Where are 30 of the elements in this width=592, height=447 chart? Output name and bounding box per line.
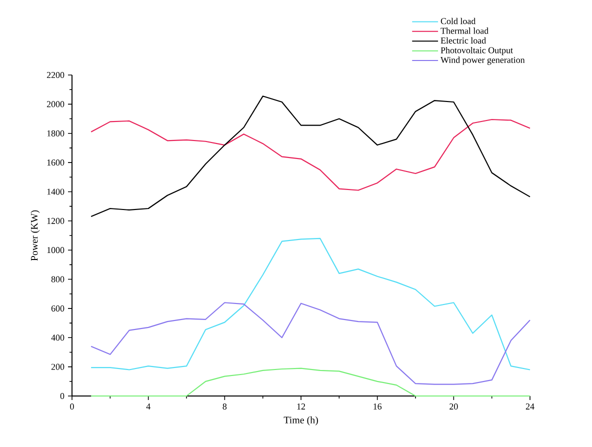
y-tick-label: 1800 bbox=[47, 130, 64, 136]
x-tick-label: 8 bbox=[222, 404, 227, 410]
legend-label: Cold load bbox=[440, 18, 476, 24]
y-tick-label: 200 bbox=[51, 364, 64, 370]
y-tick-label: 600 bbox=[51, 305, 64, 312]
x-tick-label: 24 bbox=[526, 404, 534, 410]
y-tick-label: 2000 bbox=[46, 101, 64, 108]
y-tick-label: 800 bbox=[51, 276, 64, 282]
x-tick-label: 12 bbox=[297, 404, 305, 410]
y-tick-label: 0 bbox=[60, 392, 64, 400]
y-tick-label: 1000 bbox=[47, 247, 64, 254]
x-axis-title: Time (h) bbox=[284, 416, 318, 426]
line-series bbox=[90, 96, 531, 218]
line-series bbox=[90, 118, 531, 191]
x-tick-label: 4 bbox=[146, 404, 150, 410]
y-tick-label: 2200 bbox=[46, 72, 64, 78]
y-tick-label: 1200 bbox=[47, 218, 64, 224]
legend-label: Thermal load bbox=[440, 28, 488, 34]
y-tick-label: 400 bbox=[51, 334, 64, 341]
line-series bbox=[90, 302, 531, 385]
legend-label: Wind power generation bbox=[440, 56, 525, 65]
y-tick-label: 1600 bbox=[47, 160, 64, 166]
y-tick-label: 1400 bbox=[47, 188, 64, 195]
x-tick-label: 20 bbox=[450, 404, 458, 410]
x-tick-label: 16 bbox=[374, 404, 382, 410]
legend-label: Photovoltaic Output bbox=[440, 46, 513, 56]
x-tick-label: 0 bbox=[70, 404, 74, 410]
line-series bbox=[90, 238, 531, 370]
legend-label: Electric load bbox=[440, 37, 486, 44]
y-axis-title: Power (KW) bbox=[30, 210, 40, 261]
